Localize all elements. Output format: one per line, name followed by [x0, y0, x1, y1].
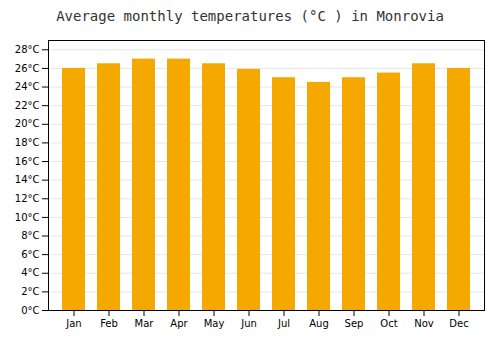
svg-text:Nov: Nov — [414, 318, 434, 329]
svg-text:Feb: Feb — [100, 318, 118, 329]
svg-text:8°C: 8°C — [21, 230, 39, 241]
svg-text:Oct: Oct — [380, 318, 397, 329]
svg-text:28°C: 28°C — [15, 44, 40, 55]
svg-text:Jun: Jun — [240, 318, 257, 329]
svg-text:16°C: 16°C — [15, 156, 40, 167]
svg-text:24°C: 24°C — [15, 81, 40, 92]
svg-text:May: May — [204, 318, 225, 329]
svg-text:0°C: 0°C — [21, 305, 39, 316]
svg-text:20°C: 20°C — [15, 118, 40, 129]
svg-text:Sep: Sep — [345, 318, 364, 329]
svg-text:2°C: 2°C — [21, 286, 39, 297]
svg-text:4°C: 4°C — [21, 267, 39, 278]
svg-text:Dec: Dec — [449, 318, 468, 329]
svg-text:Mar: Mar — [135, 318, 155, 329]
svg-text:6°C: 6°C — [21, 249, 39, 260]
svg-text:Jan: Jan — [65, 318, 81, 329]
svg-text:Apr: Apr — [170, 318, 188, 329]
svg-text:Jul: Jul — [277, 318, 290, 329]
svg-text:Aug: Aug — [309, 318, 329, 329]
svg-text:22°C: 22°C — [15, 100, 40, 111]
svg-text:18°C: 18°C — [15, 137, 40, 148]
svg-text:14°C: 14°C — [15, 174, 40, 185]
svg-text:26°C: 26°C — [15, 63, 40, 74]
html-text:Average monthly temperatures (: Average monthly temperatures (°C ) in Mo… — [56, 8, 444, 24]
svg-text:12°C: 12°C — [15, 193, 40, 204]
svg-text:10°C: 10°C — [15, 212, 40, 223]
